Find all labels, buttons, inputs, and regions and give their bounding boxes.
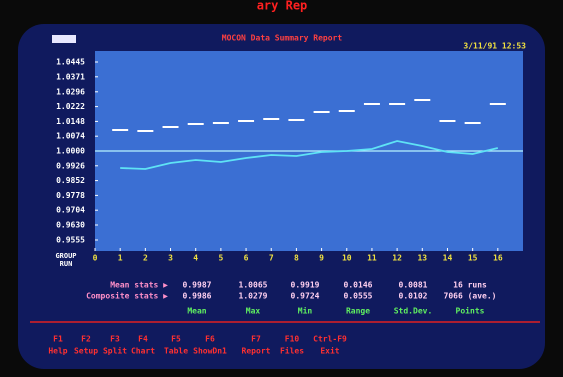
fkey-action: Split: [103, 346, 127, 356]
x-tick-label: 6: [244, 254, 249, 263]
stats-value: 7066 (ave.): [444, 292, 497, 301]
badge: [52, 35, 76, 43]
y-tick-label: 0.9555: [56, 236, 85, 245]
top-fragment: ary Rep: [257, 0, 308, 13]
x-tick-label: 14: [443, 254, 453, 263]
stats-value: 1.0279: [239, 292, 268, 301]
fkey-action: ShowDn1: [193, 347, 227, 356]
stats-value: 0.0102: [399, 292, 428, 301]
y-tick-label: 0.9852: [56, 176, 85, 185]
y-tick-label: 1.0000: [56, 147, 85, 156]
fkey-key: F3: [110, 335, 120, 344]
stats-value: 0.9919: [291, 281, 320, 290]
y-tick-label: 1.0074: [56, 132, 85, 141]
stats-column: Range: [346, 307, 370, 316]
x-tick-label: 4: [193, 254, 198, 263]
fkey-key: F1: [53, 335, 63, 344]
stats-value: 1.0065: [239, 281, 268, 290]
x-tick-label: 7: [269, 254, 274, 263]
stats-label: Mean stats ▶: [110, 281, 168, 290]
fkey-key: F7: [251, 335, 261, 344]
x-tick-label: 5: [218, 254, 223, 263]
x-tick-label: 10: [342, 254, 352, 263]
y-tick-label: 1.0296: [56, 87, 85, 96]
fkey-action: Table: [164, 347, 188, 356]
fkey-action: Setup: [74, 347, 98, 356]
x-tick-label: 2: [143, 254, 148, 263]
stats-column: Std.Dev.: [394, 307, 433, 316]
fkey-key: F2: [81, 335, 91, 344]
stats-value: 0.0146: [344, 281, 373, 290]
stats-column: Points: [456, 306, 485, 316]
fkey-key: Ctrl-F9: [313, 335, 347, 344]
fkey-action: Report: [242, 347, 271, 356]
x-tick-label: 8: [294, 254, 299, 263]
x-axis-label: GROUP: [55, 252, 76, 260]
y-tick-label: 0.9630: [56, 221, 85, 230]
stats-value: 0.0081: [399, 281, 428, 290]
fkey-key: F5: [171, 335, 181, 344]
fkey-key: F6: [205, 335, 215, 344]
fkey-action: Exit: [320, 346, 339, 356]
stats-value: 0.9986: [183, 292, 212, 301]
fkey-action: Help: [48, 347, 67, 356]
stats-column: Min: [298, 306, 313, 316]
x-tick-label: 15: [468, 254, 478, 263]
fkey-action: Files: [280, 346, 304, 356]
fkey-key: F10: [285, 335, 300, 344]
screen-photo: ary Rep MOCON Data Summary Report 3/11/9…: [0, 0, 563, 377]
y-tick-label: 0.9778: [56, 191, 85, 200]
y-tick-label: 1.0148: [56, 117, 85, 126]
x-tick-label: 1: [118, 254, 123, 263]
x-tick-label: 9: [319, 254, 324, 263]
x-tick-label: 13: [417, 254, 427, 263]
report-title: MOCON Data Summary Report: [222, 34, 343, 43]
y-tick-label: 1.0371: [56, 72, 85, 81]
stats-column: Max: [246, 307, 261, 316]
x-tick-label: 0: [93, 254, 98, 263]
y-tick-label: 1.0222: [56, 102, 85, 111]
x-tick-label: 12: [392, 254, 402, 263]
y-tick-label: 1.0445: [56, 58, 85, 67]
datetime: 3/11/91 12:53: [463, 42, 526, 51]
x-tick-label: 11: [367, 254, 377, 263]
stats-value: 0.9724: [291, 292, 320, 301]
stats-column: Mean: [187, 307, 206, 316]
stats-label: Composite stats ▶: [86, 291, 168, 301]
x-axis-label: RUN: [60, 260, 73, 268]
x-tick-label: 16: [493, 254, 503, 263]
y-tick-label: 0.9926: [56, 161, 85, 170]
fkey-key: F4: [138, 335, 148, 344]
stats-value: 0.9987: [183, 281, 212, 290]
y-tick-label: 0.9704: [56, 206, 85, 215]
stats-value: 0.0555: [344, 292, 373, 301]
x-tick-label: 3: [168, 254, 173, 263]
stats-value: 16 runs: [453, 281, 487, 290]
fkey-action: Chart: [131, 347, 155, 356]
